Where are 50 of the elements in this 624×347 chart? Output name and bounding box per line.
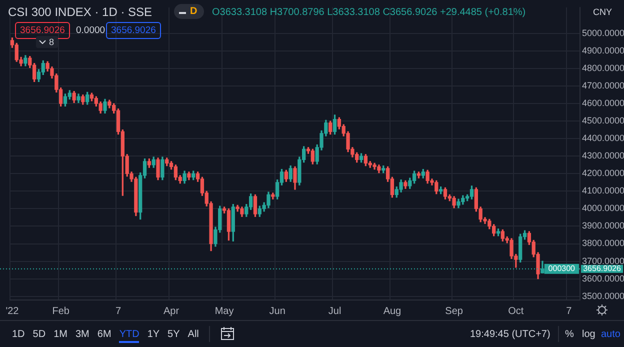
annotation: 3656.9026	[106, 22, 161, 39]
x-tick-label: '22	[6, 306, 20, 317]
x-tick-label: Apr	[164, 306, 180, 317]
text: 19:49:45 (UTC+7)	[470, 328, 550, 341]
x-tick-label: 7	[115, 306, 122, 317]
annotation: 8	[49, 36, 54, 48]
annotation: 3656.9026	[20, 25, 65, 36]
text: log	[582, 328, 596, 341]
text: %	[565, 328, 574, 341]
y-tick-label: 4800.0000	[582, 63, 624, 74]
y-tick-label: 3600.0000	[582, 273, 624, 284]
y-tick-label: 3900.0000	[582, 220, 624, 231]
text: 1D	[12, 328, 25, 341]
x-tick-label: 7	[566, 306, 572, 317]
text: 5Y	[168, 328, 180, 341]
chart-title: CSI 300 INDEX · 1D · SSE	[8, 5, 152, 19]
text: 6M	[97, 328, 112, 341]
text: YTD	[119, 328, 140, 343]
text: All	[188, 328, 199, 341]
y-tick-label: 4700.0000	[582, 80, 624, 91]
y-tick-label: 4400.0000	[582, 133, 624, 144]
y-tick-label: 4100.0000	[582, 186, 624, 196]
text: CNY	[593, 6, 612, 19]
annotation: 0.0000	[76, 24, 106, 37]
text: 3M	[76, 328, 90, 341]
text: 1Y	[147, 328, 160, 341]
y-tick-label: 4300.0000	[582, 150, 624, 161]
x-tick-label: Sep	[445, 306, 464, 317]
y-tick-label: 5000.0000	[582, 28, 624, 38]
y-tick-label: 3700.0000	[582, 256, 624, 266]
annotation: D	[190, 5, 198, 18]
annotation: O3633.3108 H3700.8796 L3633.3108 C3656.9026 +29.4485 (+0.81%)	[212, 6, 526, 19]
x-tick-label: Jun	[269, 306, 286, 317]
x-tick-label: Aug	[383, 306, 402, 317]
y-tick-label: 4500.0000	[582, 116, 624, 126]
text: 3656.9026	[583, 264, 621, 274]
y-tick-label: 3800.0000	[582, 238, 624, 248]
x-tick-label: Oct	[508, 306, 524, 317]
y-tick-label: 4200.0000	[582, 168, 624, 178]
y-tick-label: 4900.0000	[582, 46, 624, 56]
x-tick-label: May	[214, 306, 234, 317]
x-tick-label: Feb	[52, 306, 70, 317]
y-tick-label: 3500.0000	[582, 290, 624, 301]
text: 5D	[32, 328, 46, 341]
text: 1M	[54, 328, 68, 341]
y-tick-label: 4600.0000	[582, 98, 624, 108]
y-tick-label: 4000.0000	[582, 203, 624, 214]
text: auto	[601, 328, 620, 341]
annotation: 000300	[548, 264, 576, 274]
x-tick-label: Jul	[328, 306, 342, 317]
